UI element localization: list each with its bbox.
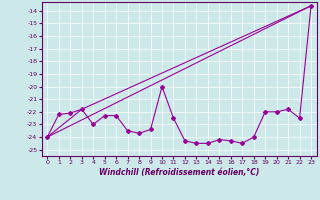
X-axis label: Windchill (Refroidissement éolien,°C): Windchill (Refroidissement éolien,°C)	[99, 168, 260, 177]
